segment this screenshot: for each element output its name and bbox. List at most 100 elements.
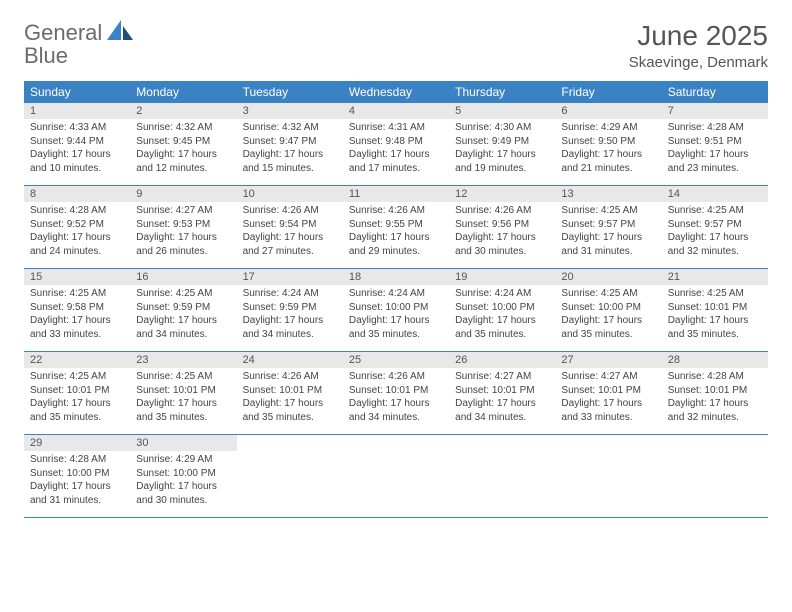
day-cell: 26Sunrise: 4:27 AMSunset: 10:01 PMDaylig…	[449, 352, 555, 434]
daylight-line: Daylight: 17 hours and 24 minutes.	[30, 231, 124, 258]
daylight-line: Daylight: 17 hours and 31 minutes.	[30, 480, 124, 507]
sunset-line: Sunset: 10:01 PM	[561, 384, 655, 398]
day-details: Sunrise: 4:26 AMSunset: 10:01 PMDaylight…	[237, 368, 343, 428]
day-cell-empty	[343, 435, 449, 517]
day-cell: 29Sunrise: 4:28 AMSunset: 10:00 PMDaylig…	[24, 435, 130, 517]
sunset-line: Sunset: 9:47 PM	[243, 135, 337, 149]
daylight-line: Daylight: 17 hours and 34 minutes.	[349, 397, 443, 424]
sunset-line: Sunset: 10:00 PM	[349, 301, 443, 315]
logo: General Blue	[24, 20, 133, 68]
sunrise-line: Sunrise: 4:25 AM	[30, 370, 124, 384]
daylight-line: Daylight: 17 hours and 35 minutes.	[136, 397, 230, 424]
sunrise-line: Sunrise: 4:24 AM	[349, 287, 443, 301]
daylight-line: Daylight: 17 hours and 30 minutes.	[455, 231, 549, 258]
sunrise-line: Sunrise: 4:26 AM	[455, 204, 549, 218]
sunset-line: Sunset: 10:01 PM	[349, 384, 443, 398]
sunrise-line: Sunrise: 4:28 AM	[30, 204, 124, 218]
weekday-header: Sunday	[24, 81, 130, 103]
sunrise-line: Sunrise: 4:31 AM	[349, 121, 443, 135]
sunset-line: Sunset: 10:01 PM	[668, 301, 762, 315]
day-number: 12	[449, 186, 555, 202]
day-details: Sunrise: 4:29 AMSunset: 9:50 PMDaylight:…	[555, 119, 661, 179]
sunset-line: Sunset: 10:00 PM	[136, 467, 230, 481]
day-details: Sunrise: 4:27 AMSunset: 9:53 PMDaylight:…	[130, 202, 236, 262]
weekday-header: Tuesday	[237, 81, 343, 103]
daylight-line: Daylight: 17 hours and 15 minutes.	[243, 148, 337, 175]
day-cell: 12Sunrise: 4:26 AMSunset: 9:56 PMDayligh…	[449, 186, 555, 268]
day-details: Sunrise: 4:25 AMSunset: 9:58 PMDaylight:…	[24, 285, 130, 345]
sunrise-line: Sunrise: 4:28 AM	[668, 370, 762, 384]
sunset-line: Sunset: 9:56 PM	[455, 218, 549, 232]
day-cell: 8Sunrise: 4:28 AMSunset: 9:52 PMDaylight…	[24, 186, 130, 268]
day-cell: 28Sunrise: 4:28 AMSunset: 10:01 PMDaylig…	[662, 352, 768, 434]
logo-text-general: General	[24, 20, 102, 45]
sunrise-line: Sunrise: 4:24 AM	[243, 287, 337, 301]
daylight-line: Daylight: 17 hours and 30 minutes.	[136, 480, 230, 507]
day-number: 30	[130, 435, 236, 451]
logo-text-blue: Blue	[24, 43, 68, 68]
sunset-line: Sunset: 9:48 PM	[349, 135, 443, 149]
sunset-line: Sunset: 9:53 PM	[136, 218, 230, 232]
day-cell: 3Sunrise: 4:32 AMSunset: 9:47 PMDaylight…	[237, 103, 343, 185]
day-details: Sunrise: 4:24 AMSunset: 10:00 PMDaylight…	[343, 285, 449, 345]
sunset-line: Sunset: 9:51 PM	[668, 135, 762, 149]
day-cell: 2Sunrise: 4:32 AMSunset: 9:45 PMDaylight…	[130, 103, 236, 185]
day-details: Sunrise: 4:32 AMSunset: 9:47 PMDaylight:…	[237, 119, 343, 179]
daylight-line: Daylight: 17 hours and 35 minutes.	[243, 397, 337, 424]
day-number	[662, 435, 768, 451]
day-cell: 14Sunrise: 4:25 AMSunset: 9:57 PMDayligh…	[662, 186, 768, 268]
day-details: Sunrise: 4:25 AMSunset: 9:57 PMDaylight:…	[555, 202, 661, 262]
day-details: Sunrise: 4:32 AMSunset: 9:45 PMDaylight:…	[130, 119, 236, 179]
day-details: Sunrise: 4:30 AMSunset: 9:49 PMDaylight:…	[449, 119, 555, 179]
day-details: Sunrise: 4:29 AMSunset: 10:00 PMDaylight…	[130, 451, 236, 511]
sunset-line: Sunset: 10:01 PM	[30, 384, 124, 398]
day-details: Sunrise: 4:24 AMSunset: 10:00 PMDaylight…	[449, 285, 555, 345]
daylight-line: Daylight: 17 hours and 35 minutes.	[668, 314, 762, 341]
day-number: 18	[343, 269, 449, 285]
sunrise-line: Sunrise: 4:32 AM	[136, 121, 230, 135]
day-number: 11	[343, 186, 449, 202]
day-details: Sunrise: 4:31 AMSunset: 9:48 PMDaylight:…	[343, 119, 449, 179]
sunset-line: Sunset: 10:01 PM	[136, 384, 230, 398]
day-cell: 1Sunrise: 4:33 AMSunset: 9:44 PMDaylight…	[24, 103, 130, 185]
day-details: Sunrise: 4:27 AMSunset: 10:01 PMDaylight…	[555, 368, 661, 428]
day-number: 27	[555, 352, 661, 368]
sunset-line: Sunset: 9:49 PM	[455, 135, 549, 149]
sunrise-line: Sunrise: 4:33 AM	[30, 121, 124, 135]
header: General Blue June 2025 Skaevinge, Denmar…	[24, 20, 768, 71]
day-details: Sunrise: 4:33 AMSunset: 9:44 PMDaylight:…	[24, 119, 130, 179]
day-cell: 21Sunrise: 4:25 AMSunset: 10:01 PMDaylig…	[662, 269, 768, 351]
day-number: 16	[130, 269, 236, 285]
day-number	[555, 435, 661, 451]
daylight-line: Daylight: 17 hours and 29 minutes.	[349, 231, 443, 258]
sunrise-line: Sunrise: 4:25 AM	[136, 287, 230, 301]
sunrise-line: Sunrise: 4:29 AM	[136, 453, 230, 467]
daylight-line: Daylight: 17 hours and 10 minutes.	[30, 148, 124, 175]
sunrise-line: Sunrise: 4:28 AM	[30, 453, 124, 467]
sunrise-line: Sunrise: 4:26 AM	[243, 204, 337, 218]
sunrise-line: Sunrise: 4:26 AM	[243, 370, 337, 384]
day-number	[449, 435, 555, 451]
day-cell: 30Sunrise: 4:29 AMSunset: 10:00 PMDaylig…	[130, 435, 236, 517]
sunrise-line: Sunrise: 4:26 AM	[349, 204, 443, 218]
sunrise-line: Sunrise: 4:25 AM	[561, 287, 655, 301]
day-cell: 4Sunrise: 4:31 AMSunset: 9:48 PMDaylight…	[343, 103, 449, 185]
day-details: Sunrise: 4:24 AMSunset: 9:59 PMDaylight:…	[237, 285, 343, 345]
sunset-line: Sunset: 10:01 PM	[243, 384, 337, 398]
day-cell: 27Sunrise: 4:27 AMSunset: 10:01 PMDaylig…	[555, 352, 661, 434]
daylight-line: Daylight: 17 hours and 35 minutes.	[349, 314, 443, 341]
page: General Blue June 2025 Skaevinge, Denmar…	[0, 0, 792, 538]
weekday-header: Monday	[130, 81, 236, 103]
day-number: 3	[237, 103, 343, 119]
sunset-line: Sunset: 9:52 PM	[30, 218, 124, 232]
weekday-header: Saturday	[662, 81, 768, 103]
day-number: 28	[662, 352, 768, 368]
day-number: 19	[449, 269, 555, 285]
sunset-line: Sunset: 9:58 PM	[30, 301, 124, 315]
week-row: 1Sunrise: 4:33 AMSunset: 9:44 PMDaylight…	[24, 103, 768, 186]
sunrise-line: Sunrise: 4:25 AM	[30, 287, 124, 301]
day-number: 21	[662, 269, 768, 285]
daylight-line: Daylight: 17 hours and 26 minutes.	[136, 231, 230, 258]
day-cell: 15Sunrise: 4:25 AMSunset: 9:58 PMDayligh…	[24, 269, 130, 351]
day-details: Sunrise: 4:26 AMSunset: 9:56 PMDaylight:…	[449, 202, 555, 262]
